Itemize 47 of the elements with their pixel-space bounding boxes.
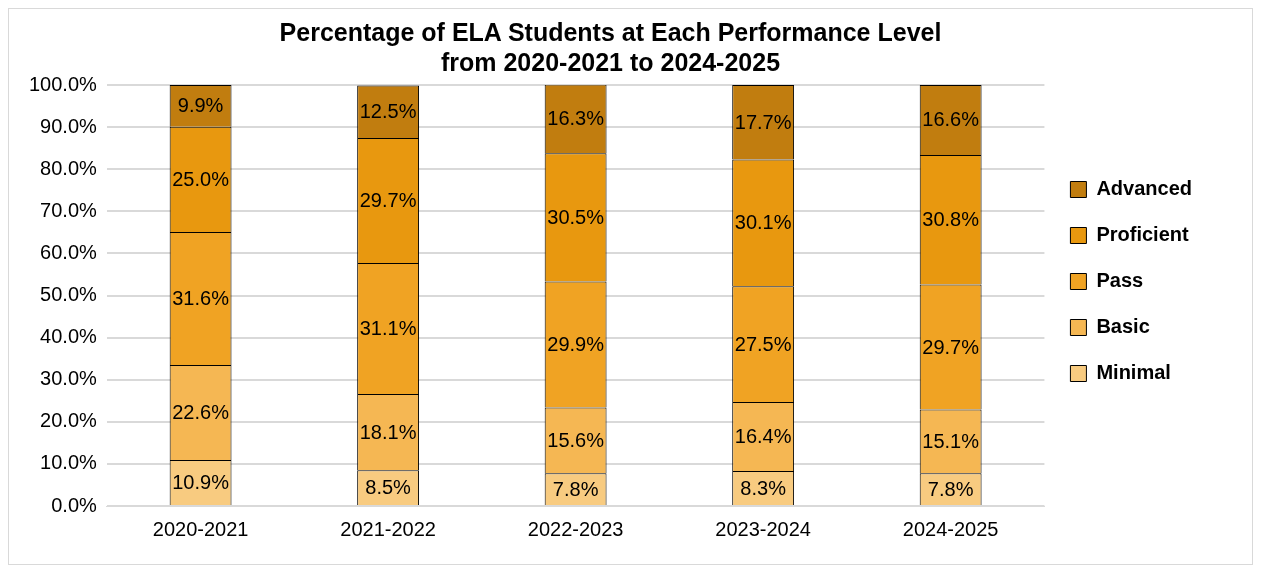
y-tick-label: 50.0% xyxy=(40,283,98,306)
data-label: 22.6% xyxy=(172,401,230,424)
legend-label: Advanced xyxy=(1096,177,1193,200)
data-label: 31.6% xyxy=(172,286,230,309)
data-label: 29.9% xyxy=(547,333,605,356)
legend-label: Pass xyxy=(1096,269,1144,292)
data-label: 30.8% xyxy=(922,208,980,231)
data-label: 27.5% xyxy=(734,332,792,355)
data-label: 31.1% xyxy=(359,317,417,340)
legend-label: Basic xyxy=(1096,315,1150,338)
data-label: 18.1% xyxy=(359,420,417,443)
y-tick-label: 20.0% xyxy=(40,409,98,432)
data-label: 29.7% xyxy=(359,189,417,212)
data-label: 25.0% xyxy=(172,167,230,190)
data-label: 16.4% xyxy=(734,425,792,448)
y-tick-label: 10.0% xyxy=(40,451,98,474)
x-tick-label: 2022-2023 xyxy=(527,517,624,540)
y-tick-label: 70.0% xyxy=(40,198,98,221)
x-tick-label: 2020-2021 xyxy=(152,517,249,540)
y-tick-label: 80.0% xyxy=(40,156,98,179)
data-label: 30.1% xyxy=(734,211,792,234)
data-label: 16.6% xyxy=(922,108,980,131)
data-label: 9.9% xyxy=(177,94,224,117)
data-label: 7.8% xyxy=(552,477,599,500)
y-tick-label: 90.0% xyxy=(40,114,98,137)
chart-title: Percentage of ELA Students at Each Performance Level from 2020-2021 to 2024-2025 xyxy=(279,17,942,76)
y-tick-label: 40.0% xyxy=(40,325,98,348)
data-label: 29.7% xyxy=(922,335,980,358)
data-label: 10.9% xyxy=(172,471,230,494)
x-tick-label: 2021-2022 xyxy=(340,517,436,540)
x-tick-label: 2024-2025 xyxy=(902,517,999,540)
y-tick-label: 30.0% xyxy=(40,367,98,390)
data-label: 17.7% xyxy=(734,110,792,133)
legend-label: Proficient xyxy=(1096,223,1189,246)
y-tick-label: 0.0% xyxy=(51,493,98,516)
y-tick-label: 60.0% xyxy=(40,240,98,263)
data-label: 12.5% xyxy=(359,100,417,123)
data-label: 16.3% xyxy=(547,107,605,130)
y-tick-label: 100.0% xyxy=(28,72,98,95)
data-label: 30.5% xyxy=(547,205,605,228)
data-label: 8.3% xyxy=(740,476,787,499)
data-label: 15.1% xyxy=(922,429,980,452)
x-tick-label: 2023-2024 xyxy=(715,517,811,540)
legend-label: Minimal xyxy=(1096,361,1171,384)
data-label: 15.6% xyxy=(547,428,605,451)
data-label: 7.8% xyxy=(927,477,974,500)
data-label: 8.5% xyxy=(365,476,412,499)
